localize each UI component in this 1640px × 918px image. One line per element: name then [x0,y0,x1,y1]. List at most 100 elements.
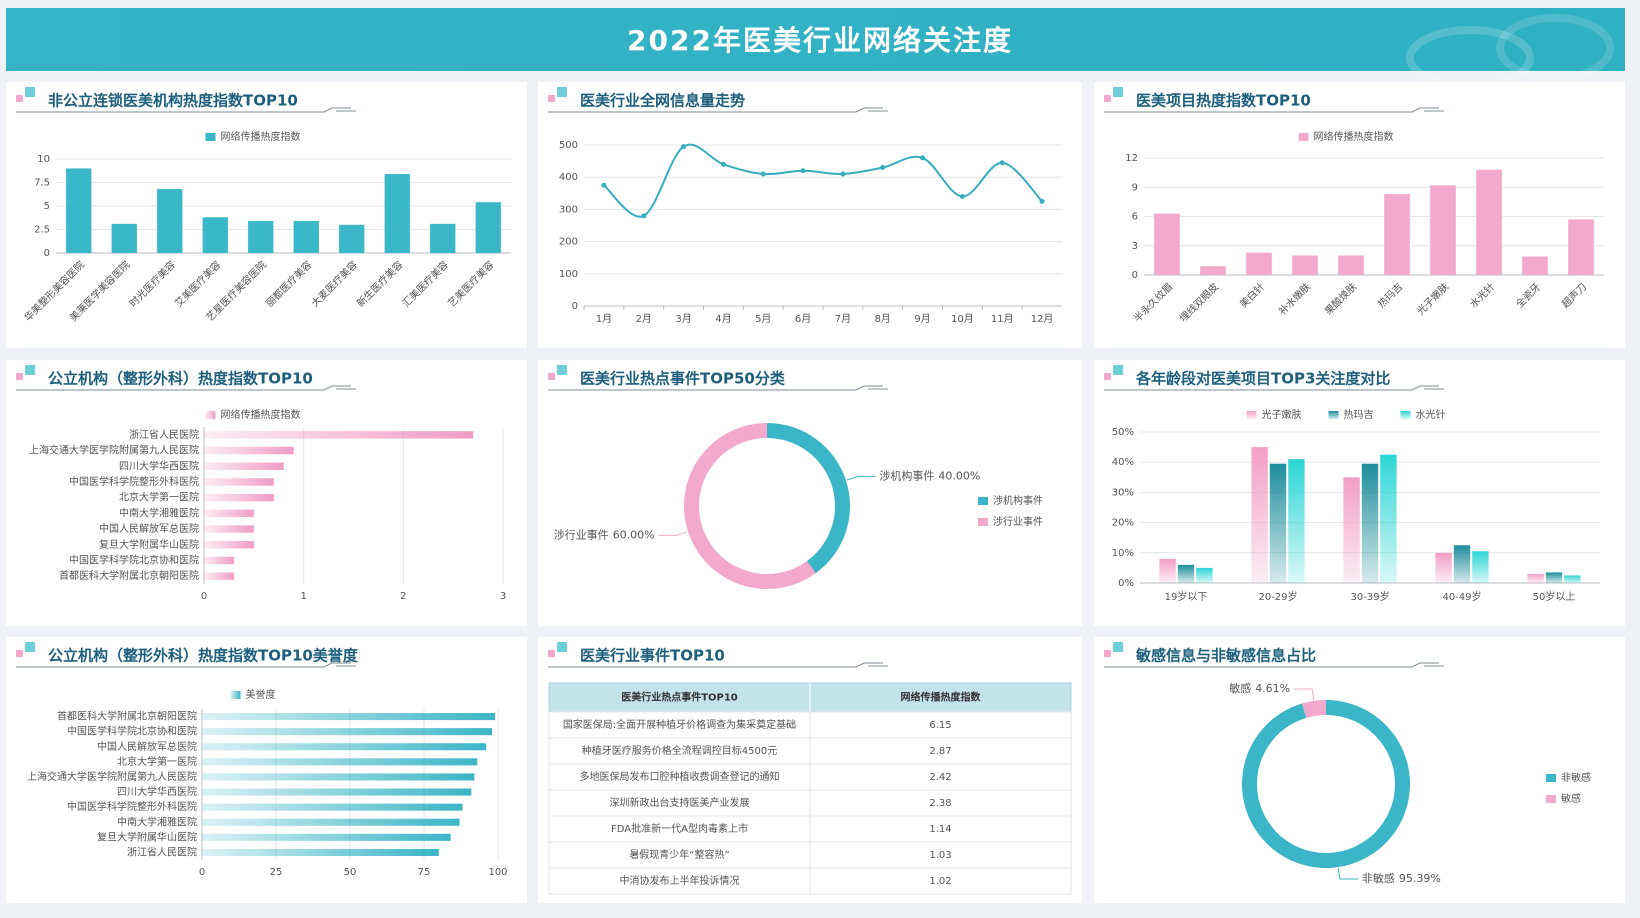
legend-label: 涉行业事件 [993,515,1043,528]
panel-background [538,82,1082,348]
title-ornament [25,87,35,97]
bar [204,525,254,533]
x-tick-label: 75 [418,867,431,878]
bar [204,572,234,580]
y-tick-label: 30% [1112,487,1134,498]
slice-name: 非敏感 [1362,871,1395,885]
legend-label: 美誉度 [246,688,276,701]
panel-title: 医美行业全网信息量走势 [580,92,745,110]
bar [1159,558,1176,583]
bar [1292,255,1318,275]
bar [202,743,487,751]
point [720,161,726,167]
y-tick-label: 首都医科大学附属北京朝阳医院 [59,569,199,582]
legend-label: 涉机构事件 [993,494,1043,507]
y-tick-label: 200 [559,237,578,248]
bar [1568,219,1594,275]
bar [1527,573,1544,583]
title-ornament [1113,365,1123,375]
bar [202,818,460,826]
point [601,182,607,188]
y-tick-label: 300 [559,204,578,215]
slice [683,423,816,589]
panel-background [538,360,1082,626]
bar [204,431,474,439]
panel: 非公立连锁医美机构热度指数TOP1002.557.510华美整形美容医院美莱医学… [6,82,527,348]
legend-label: 网络传播热度指数 [221,130,301,143]
y-tick-label: 0 [44,248,50,259]
title-ornament [548,95,555,102]
x-tick-label: 1月 [596,313,612,325]
point [800,168,806,174]
line [603,143,1043,218]
legend-swatch [1546,795,1556,803]
title-ornament [1104,95,1111,102]
bar [204,493,274,502]
y-tick-label: 40% [1112,457,1134,468]
y-tick-label: 中南大学湘雅医院 [117,815,197,828]
slice-label: 涉行业事件 60.00% [554,527,655,541]
point [840,171,846,177]
slice [767,423,850,574]
y-tick-label: 5 [44,201,50,212]
bar [202,773,475,781]
bar [204,509,254,518]
panel: 各年龄段对医美项目TOP3关注度对比 0% 10% 20% 30% 40% 50% 19岁以下… [1094,360,1625,626]
column-header: 医美行业热点事件TOP10 [621,691,738,704]
bar [66,168,92,253]
bar [204,556,234,565]
x-tick-label: 7月 [835,313,851,325]
column-header: 网络传播热度指数 [901,691,982,704]
slice-name: 涉机构事件 [879,469,934,483]
y-tick-label: 中国人民解放军总医院 [97,740,197,753]
x-tick-label: 11月 [991,313,1014,325]
table-cell: 2.87 [929,746,951,757]
title-ornament [1104,650,1111,657]
y-tick-label: 浙江省人民医院 [127,845,197,858]
bar [293,221,319,253]
y-tick-label: 中国医学科学院整形外科医院 [69,475,199,488]
title-underline [548,107,883,113]
title-ornament [557,642,567,652]
point [999,160,1005,166]
bar [1343,477,1360,583]
bar [1338,255,1364,275]
table-cell: 多地医保局发布口腔种植收费调查登记的通知 [580,770,780,783]
bar [204,541,254,549]
title-underline [548,662,883,668]
bar [1361,463,1379,583]
bar [202,713,496,721]
panel-title: 医美项目热度指数TOP10 [1136,92,1311,110]
y-tick-label: 上海交通大学医学院附属第九人民医院 [29,444,199,457]
panel-background [6,82,527,348]
title-ornament [1104,373,1111,380]
y-tick-label: 四川大学华西医院 [119,459,199,472]
legend-label: 网络传播热度指数 [221,408,301,421]
legend-label: 光子嫩肤 [1262,408,1302,421]
legend-label: 热玛吉 [1344,408,1374,421]
x-tick-label: 50 [344,867,357,878]
y-tick-label: 400 [559,172,578,183]
x-tick-label: 1 [300,591,306,602]
y-tick-label: 12 [1125,153,1138,164]
x-tick-label: 12月 [1031,313,1054,325]
x-tick-label: 2 [400,591,406,602]
title-ornament [557,87,567,97]
legend-label: 网络传播热度指数 [1314,130,1394,143]
point [641,213,647,219]
bar [204,446,294,455]
bar [1200,266,1226,275]
panel: 医美行业事件TOP10 医美行业热点事件TOP10 网络传播热度指数国家医保局:全面… [538,637,1082,903]
x-tick-label: 3 [500,591,506,602]
x-tick-label: 50岁以上 [1533,590,1576,603]
leader-line [658,531,688,536]
table-cell: 1.14 [929,824,951,835]
title-ornament [557,365,567,375]
table-cell: 6.15 [929,720,951,731]
legend-swatch [978,497,988,505]
y-tick-label: 北京大学第一医院 [117,755,197,768]
point [959,194,965,200]
x-tick-label: 30-39岁 [1350,590,1389,603]
title-ornament [16,650,23,657]
